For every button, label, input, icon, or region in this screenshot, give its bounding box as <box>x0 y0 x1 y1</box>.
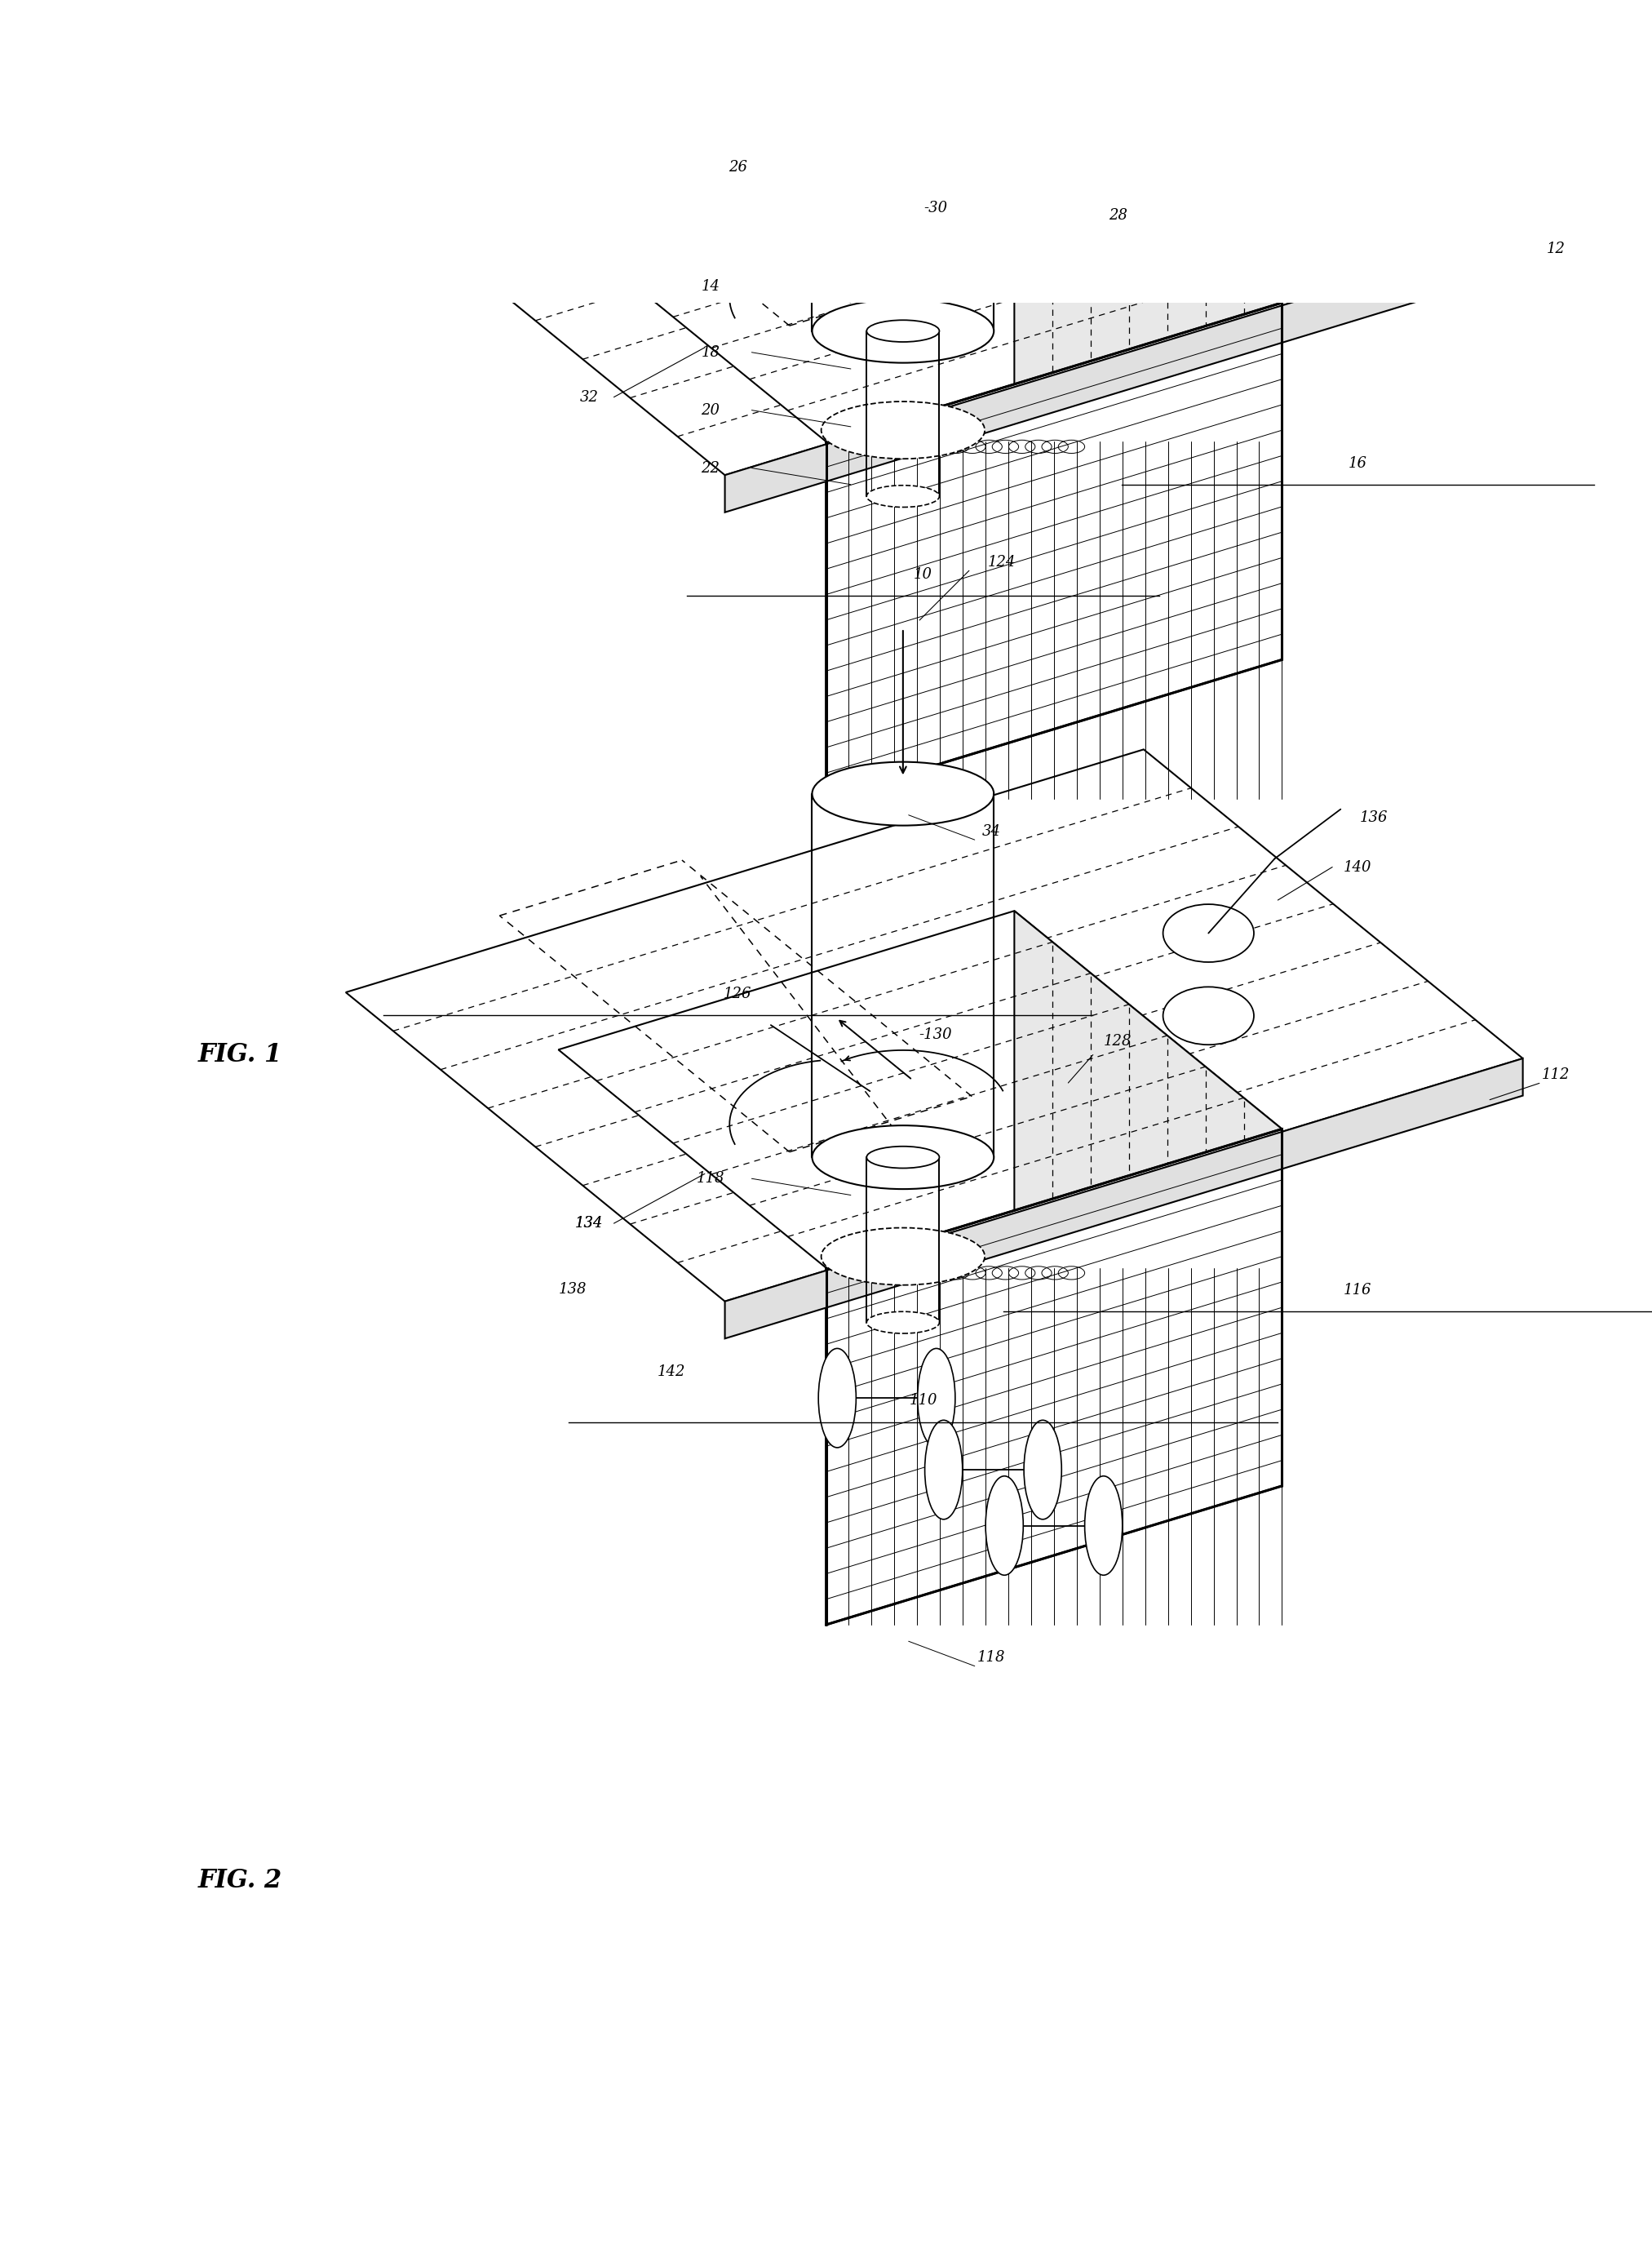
Ellipse shape <box>986 1477 1023 1576</box>
Ellipse shape <box>821 1228 985 1285</box>
Text: 12: 12 <box>1546 242 1564 255</box>
Text: 134: 134 <box>575 1217 603 1231</box>
Text: 26: 26 <box>729 160 747 174</box>
Text: 142: 142 <box>657 1364 686 1380</box>
Text: 140: 140 <box>1343 860 1371 874</box>
Text: 32: 32 <box>580 391 598 404</box>
Ellipse shape <box>867 321 940 341</box>
Text: 16: 16 <box>1348 456 1366 472</box>
Text: 116: 116 <box>1343 1283 1371 1296</box>
Text: -130: -130 <box>919 1027 952 1041</box>
Ellipse shape <box>818 1348 856 1447</box>
Text: 118: 118 <box>976 1651 1006 1664</box>
Polygon shape <box>1014 910 1282 1486</box>
Text: 110: 110 <box>909 1393 937 1407</box>
Polygon shape <box>826 303 1282 799</box>
Text: 134: 134 <box>575 1217 603 1231</box>
Text: 128: 128 <box>1104 1034 1132 1050</box>
Ellipse shape <box>1024 1420 1062 1520</box>
Text: 34: 34 <box>981 824 1001 840</box>
Polygon shape <box>826 1129 1282 1626</box>
Ellipse shape <box>813 761 995 826</box>
Ellipse shape <box>867 1312 940 1334</box>
Text: 118: 118 <box>695 1172 725 1185</box>
Text: 136: 136 <box>1360 811 1388 824</box>
Polygon shape <box>345 750 1523 1301</box>
Text: 18: 18 <box>700 345 720 359</box>
Text: FIG. 1: FIG. 1 <box>198 1041 282 1068</box>
Text: 124: 124 <box>988 555 1016 569</box>
Polygon shape <box>725 233 1523 513</box>
Ellipse shape <box>1085 1477 1122 1576</box>
Text: 10: 10 <box>914 567 932 583</box>
Ellipse shape <box>917 1348 955 1447</box>
Text: -30: -30 <box>923 201 948 217</box>
Ellipse shape <box>813 1124 995 1190</box>
Text: 14: 14 <box>700 280 720 294</box>
Text: 126: 126 <box>724 987 752 1000</box>
Polygon shape <box>345 0 1523 474</box>
Text: 22: 22 <box>700 461 720 476</box>
Ellipse shape <box>1163 903 1254 962</box>
Text: 138: 138 <box>558 1283 586 1296</box>
Text: FIG. 2: FIG. 2 <box>198 1867 282 1894</box>
Ellipse shape <box>1163 987 1254 1045</box>
Text: 28: 28 <box>1108 208 1127 224</box>
Text: 20: 20 <box>700 402 720 418</box>
Ellipse shape <box>813 300 995 364</box>
Polygon shape <box>725 1059 1523 1339</box>
Polygon shape <box>1014 84 1282 659</box>
Ellipse shape <box>821 402 985 458</box>
Ellipse shape <box>867 1147 940 1167</box>
Polygon shape <box>558 84 1282 443</box>
Ellipse shape <box>925 1420 963 1520</box>
Polygon shape <box>558 910 1282 1267</box>
Ellipse shape <box>867 485 940 508</box>
Text: 112: 112 <box>1541 1068 1569 1082</box>
